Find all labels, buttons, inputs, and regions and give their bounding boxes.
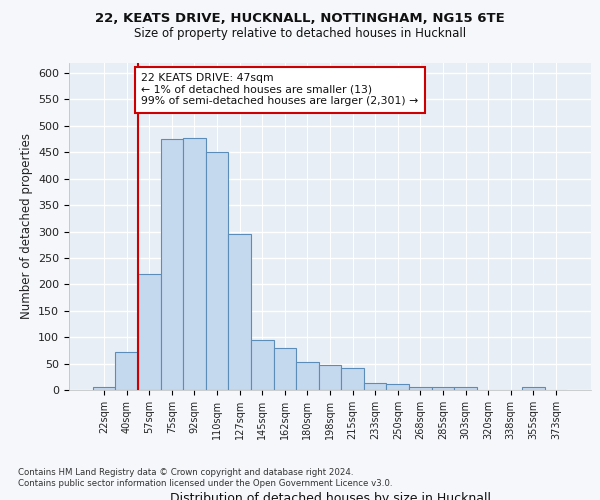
- Bar: [319, 365, 341, 390]
- Bar: [409, 388, 431, 390]
- Bar: [274, 348, 296, 390]
- Bar: [386, 384, 409, 390]
- Bar: [454, 388, 477, 390]
- Bar: [115, 352, 138, 390]
- Bar: [183, 138, 206, 390]
- Bar: [206, 152, 229, 390]
- Bar: [296, 362, 319, 390]
- Text: Size of property relative to detached houses in Hucknall: Size of property relative to detached ho…: [134, 28, 466, 40]
- X-axis label: Distribution of detached houses by size in Hucknall: Distribution of detached houses by size …: [170, 492, 491, 500]
- Text: Contains HM Land Registry data © Crown copyright and database right 2024.
Contai: Contains HM Land Registry data © Crown c…: [18, 468, 392, 487]
- Text: 22, KEATS DRIVE, HUCKNALL, NOTTINGHAM, NG15 6TE: 22, KEATS DRIVE, HUCKNALL, NOTTINGHAM, N…: [95, 12, 505, 26]
- Text: 22 KEATS DRIVE: 47sqm
← 1% of detached houses are smaller (13)
99% of semi-detac: 22 KEATS DRIVE: 47sqm ← 1% of detached h…: [142, 73, 419, 106]
- Bar: [251, 340, 274, 390]
- Bar: [364, 383, 386, 390]
- Bar: [229, 234, 251, 390]
- Bar: [93, 388, 115, 390]
- Y-axis label: Number of detached properties: Number of detached properties: [20, 133, 32, 320]
- Bar: [522, 388, 545, 390]
- Bar: [138, 274, 161, 390]
- Bar: [431, 388, 454, 390]
- Bar: [161, 139, 183, 390]
- Bar: [341, 368, 364, 390]
